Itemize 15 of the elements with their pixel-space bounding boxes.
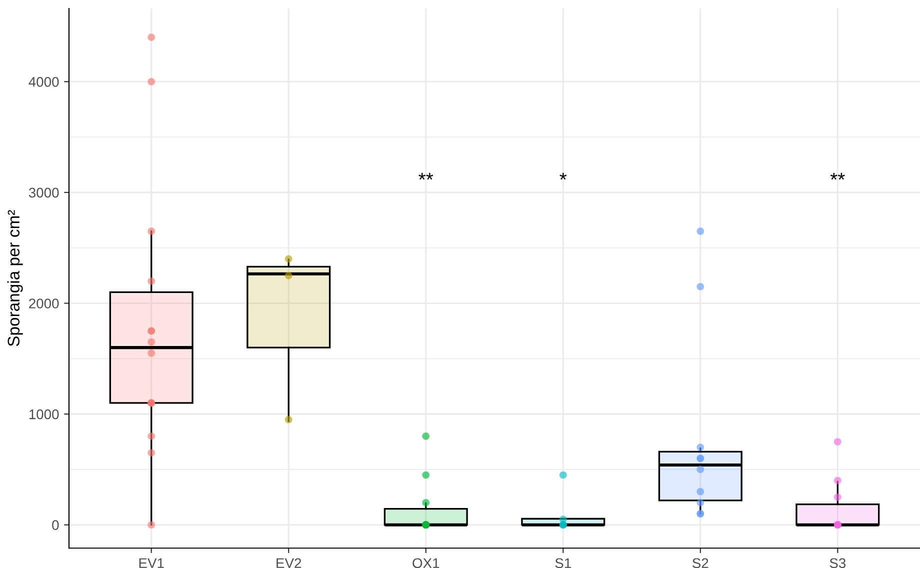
annotation: ** (830, 172, 845, 180)
y-tick-label: 2000 (29, 298, 59, 308)
y-tick-label: 1000 (29, 409, 59, 420)
x-tick-label: OX1 (412, 558, 440, 568)
x-tick-label: EV2 (276, 558, 302, 568)
y-tick-label: 0 (52, 520, 59, 530)
x-tick-label: EV1 (139, 558, 164, 568)
annotation: ** (418, 172, 434, 180)
x-tick-label: S2 (692, 558, 708, 568)
x-tick-label: S3 (830, 558, 846, 568)
x-tick-label: S1 (555, 558, 571, 568)
annotation: * (560, 172, 567, 180)
y-tick-label: 4000 (28, 76, 59, 87)
y-axis-title: Sporangia per cm² (7, 210, 23, 346)
y-tick-label: 3000 (28, 188, 59, 198)
